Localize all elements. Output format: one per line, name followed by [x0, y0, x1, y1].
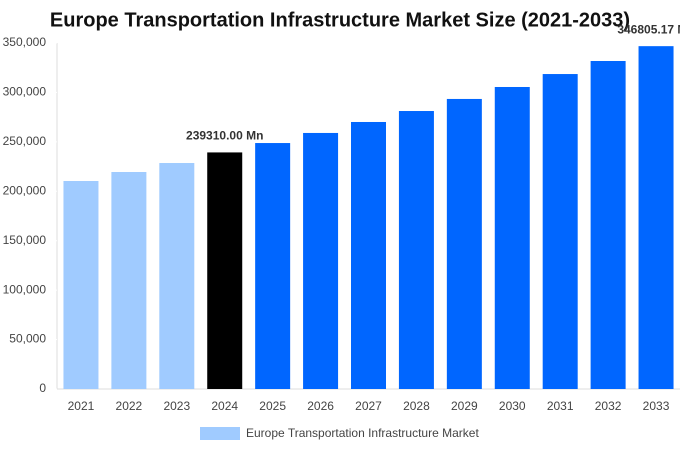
- bar: [398, 111, 434, 389]
- x-tick-label: 2027: [355, 399, 382, 413]
- bar: [255, 143, 291, 389]
- x-tick-label: 2026: [307, 399, 334, 413]
- y-tick-label: 250,000: [3, 134, 47, 148]
- x-tick-label: 2021: [68, 399, 95, 413]
- x-tick-label: 2031: [547, 399, 574, 413]
- bar: [207, 152, 243, 389]
- bar: [351, 121, 386, 390]
- x-tick-label: 2032: [595, 399, 622, 413]
- x-tick-label: 2033: [643, 399, 670, 413]
- bar: [542, 74, 578, 390]
- legend-swatch: [200, 427, 240, 440]
- bar: [303, 132, 339, 389]
- y-tick-label: 350,000: [3, 35, 47, 49]
- x-tick-label: 2028: [403, 399, 430, 413]
- chart-title: Europe Transportation Infrastructure Mar…: [50, 9, 630, 31]
- bar: [111, 172, 147, 389]
- y-tick-label: 100,000: [3, 282, 47, 296]
- x-tick-label: 2024: [211, 399, 238, 413]
- value-label: 346805.17 Mn: [617, 22, 680, 36]
- x-tick-label: 2029: [451, 399, 478, 413]
- x-tick-label: 2030: [499, 399, 526, 413]
- x-tick-label: 2022: [116, 399, 143, 413]
- bar: [159, 163, 195, 389]
- x-tick-label: 2023: [163, 399, 190, 413]
- bar: [63, 181, 99, 389]
- bar: [446, 98, 482, 390]
- bar: [590, 60, 626, 389]
- x-tick-label: 2025: [259, 399, 286, 413]
- value-label: 239310.00 Mn: [186, 129, 263, 143]
- y-tick-label: 0: [39, 381, 46, 395]
- y-tick-label: 200,000: [3, 183, 47, 197]
- bar: [494, 86, 530, 390]
- y-tick-label: 150,000: [3, 233, 47, 247]
- y-tick-label: 300,000: [3, 85, 47, 99]
- y-tick-label: 50,000: [9, 332, 46, 346]
- legend-label: Europe Transportation Infrastructure Mar…: [246, 426, 479, 440]
- bar: [638, 46, 674, 389]
